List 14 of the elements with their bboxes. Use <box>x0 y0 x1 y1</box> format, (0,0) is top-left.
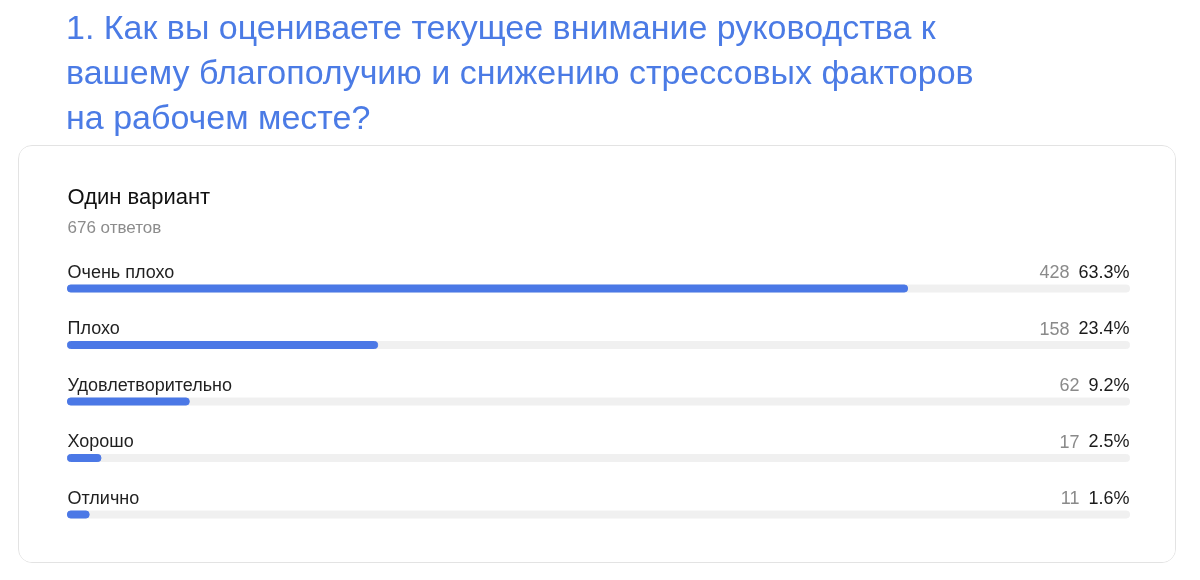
bar <box>67 454 102 462</box>
y-tick-label: Хорошо <box>67 431 134 451</box>
y-tick-label: Плохо <box>67 318 120 338</box>
data-label: 62 9.2% <box>1059 374 1130 395</box>
data-label: 11 1.6% <box>1060 487 1130 508</box>
chart-title: 1. Как вы оцениваете текущее внимание руководства к вашему благополучию и снижению стрессовых факторов на рабочем месте? <box>66 7 975 138</box>
y-tick-label: Удовлетворительно <box>67 374 233 395</box>
data-label: 17 2.5% <box>1059 431 1130 452</box>
data-label: 158 23.4% <box>1039 318 1130 339</box>
text: 676 ответов <box>67 218 162 237</box>
data-label: 428 63.3% <box>1039 261 1130 282</box>
chart-subtitle: Один вариант <box>67 184 211 209</box>
y-tick-label: Отлично <box>67 487 140 508</box>
y-tick-label: Очень плохо <box>67 261 175 282</box>
